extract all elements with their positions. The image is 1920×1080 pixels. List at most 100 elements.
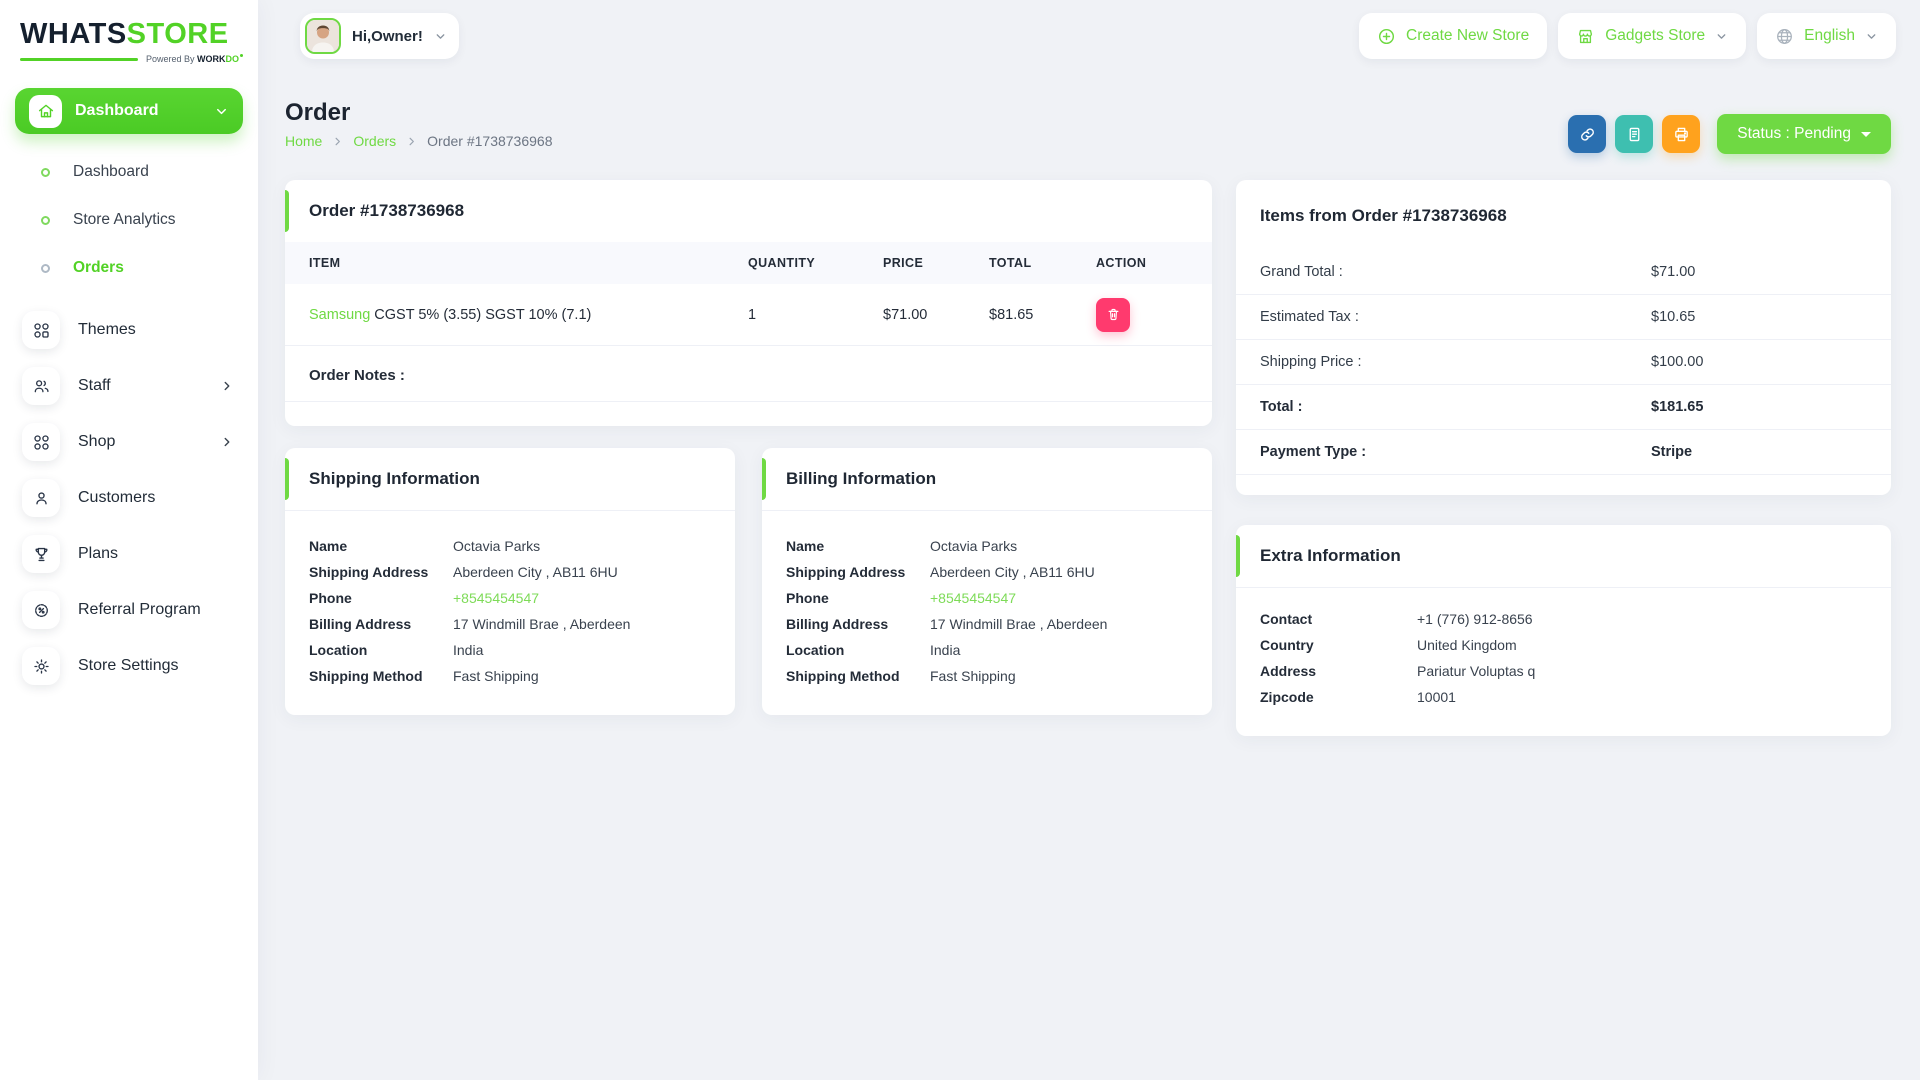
field-value: Octavia Parks bbox=[930, 538, 1018, 554]
brand-powered-by: Powered By WORKDO bbox=[146, 54, 244, 64]
bullet-icon bbox=[41, 263, 50, 273]
column-header-price: PRICE bbox=[883, 256, 924, 270]
invoice-button[interactable] bbox=[1615, 115, 1654, 153]
invoice-icon bbox=[1626, 126, 1643, 143]
sidebar-item-label: Store Analytics bbox=[73, 211, 176, 228]
order-table-header: ITEM QUANTITY PRICE TOTAL ACTION bbox=[285, 242, 1212, 284]
sidebar-item-label: Customers bbox=[78, 489, 156, 506]
print-button[interactable] bbox=[1662, 115, 1701, 153]
summary-label: Estimated Tax : bbox=[1260, 309, 1359, 325]
globe-icon bbox=[1775, 27, 1794, 46]
field-label: Country bbox=[1260, 637, 1314, 653]
sidebar-item-store-settings[interactable]: Store Settings bbox=[0, 638, 258, 694]
field-label: Shipping Method bbox=[309, 668, 423, 684]
sidebar: WHATSSTORE Powered By WORKDO Dashboard D… bbox=[0, 0, 258, 1080]
field-value: Aberdeen City , AB11 6HU bbox=[930, 564, 1095, 580]
table-row: Samsung CGST 5% (3.55) SGST 10% (7.1) 1 … bbox=[285, 284, 1212, 346]
sidebar-item-dashboard[interactable]: Dashboard bbox=[0, 148, 258, 196]
chevron-right-icon bbox=[220, 379, 234, 393]
breadcrumb-orders[interactable]: Orders bbox=[353, 133, 397, 150]
breadcrumb-home[interactable]: Home bbox=[285, 133, 323, 150]
field-value: Fast Shipping bbox=[930, 668, 1016, 684]
summary-label: Shipping Price : bbox=[1260, 354, 1362, 370]
extra-information-card: Extra Information Contact +1 (776) 912-86… bbox=[1236, 525, 1891, 736]
chevron-down-icon bbox=[214, 104, 229, 119]
status-dropdown-button[interactable]: Status : Pending bbox=[1717, 114, 1891, 154]
summary-value: $71.00 bbox=[1651, 264, 1696, 280]
sidebar-item-customers[interactable]: Customers bbox=[0, 470, 258, 526]
chevron-right-icon bbox=[220, 435, 234, 449]
breadcrumb-current: Order #1738736968 bbox=[427, 133, 553, 150]
item-cell: Samsung CGST 5% (3.55) SGST 10% (7.1) bbox=[309, 307, 748, 323]
field-value: United Kingdom bbox=[1417, 637, 1517, 653]
grid-icon bbox=[22, 311, 60, 349]
sidebar-item-label: Staff bbox=[78, 377, 111, 394]
sidebar-item-referral-program[interactable]: Referral Program bbox=[0, 582, 258, 638]
delete-item-button[interactable] bbox=[1096, 297, 1130, 332]
field-label: Billing Address bbox=[309, 616, 412, 632]
field-value: Aberdeen City , AB11 6HU bbox=[453, 564, 618, 580]
phone-link[interactable]: +8545454547 bbox=[453, 590, 540, 606]
item-product-link[interactable]: Samsung bbox=[309, 306, 371, 323]
order-card-title: Order #1738736968 bbox=[285, 180, 1212, 242]
copy-link-button[interactable] bbox=[1568, 115, 1607, 153]
plus-circle-icon bbox=[1377, 27, 1396, 46]
field-label: Name bbox=[786, 538, 825, 554]
field-value: +1 (776) 912-8656 bbox=[1417, 611, 1533, 627]
create-new-store-button[interactable]: Create New Store bbox=[1359, 13, 1548, 59]
language-selector-button[interactable]: English bbox=[1757, 13, 1896, 59]
printer-icon bbox=[1673, 126, 1690, 143]
avatar bbox=[305, 18, 341, 54]
column-header-total: TOTAL bbox=[989, 256, 1032, 270]
sidebar-item-label: Orders bbox=[73, 259, 124, 276]
sidebar-item-shop[interactable]: Shop bbox=[0, 414, 258, 470]
store-selector-button[interactable]: Gadgets Store bbox=[1558, 13, 1747, 59]
field-label: Location bbox=[786, 642, 845, 658]
page-title: Order bbox=[285, 99, 351, 126]
phone-link[interactable]: +8545454547 bbox=[930, 590, 1017, 606]
caret-down-icon bbox=[1861, 131, 1871, 137]
order-notes-label: Order Notes : bbox=[285, 346, 1212, 402]
summary-label: Payment Type : bbox=[1260, 444, 1367, 460]
language-label: English bbox=[1804, 27, 1855, 44]
field-value: Octavia Parks bbox=[453, 538, 541, 554]
summary-row-shipping-price: Shipping Price : $100.00 bbox=[1236, 340, 1891, 385]
sidebar-group-label: Dashboard bbox=[75, 102, 159, 119]
chevron-right-icon bbox=[406, 136, 417, 147]
summary-row-payment-type: Payment Type : Stripe bbox=[1236, 430, 1891, 475]
sidebar-item-themes[interactable]: Themes bbox=[0, 302, 258, 358]
summary-value: $100.00 bbox=[1651, 354, 1704, 370]
sidebar-item-label: Plans bbox=[78, 545, 119, 562]
chevron-right-icon bbox=[332, 136, 343, 147]
brand-dot bbox=[240, 54, 244, 57]
sidebar-group-dashboard[interactable]: Dashboard bbox=[15, 88, 243, 134]
summary-row-estimated-tax: Estimated Tax : $10.65 bbox=[1236, 295, 1891, 340]
sidebar-item-staff[interactable]: Staff bbox=[0, 358, 258, 414]
brand-logo[interactable]: WHATSSTORE Powered By WORKDO bbox=[0, 0, 258, 74]
extra-information-title: Extra Information bbox=[1236, 525, 1891, 588]
summary-row-grand-total: Grand Total : $71.00 bbox=[1236, 250, 1891, 295]
sidebar-menu: Themes Staff Shop Customers bbox=[0, 298, 258, 698]
user-menu-button[interactable]: Hi,Owner! bbox=[300, 13, 459, 59]
field-value: India bbox=[930, 642, 961, 658]
summary-value: $181.65 bbox=[1651, 399, 1704, 415]
price-cell: $71.00 bbox=[883, 306, 928, 323]
summary-row-total: Total : $181.65 bbox=[1236, 385, 1891, 430]
sidebar-item-label: Themes bbox=[78, 321, 136, 338]
summary-label: Grand Total : bbox=[1260, 264, 1343, 280]
chevron-down-icon bbox=[434, 30, 447, 43]
storefront-icon bbox=[1576, 27, 1595, 46]
sidebar-item-orders[interactable]: Orders bbox=[0, 244, 258, 292]
sidebar-item-plans[interactable]: Plans bbox=[0, 526, 258, 582]
field-label: Shipping Method bbox=[786, 668, 900, 684]
bullet-icon bbox=[41, 215, 50, 225]
sidebar-item-label: Dashboard bbox=[73, 163, 149, 180]
brand-word-whats: WHATS bbox=[20, 18, 127, 50]
brand-wordmark: WHATSSTORE bbox=[20, 20, 238, 49]
field-label: Address bbox=[1260, 663, 1317, 679]
sidebar-item-store-analytics[interactable]: Store Analytics bbox=[0, 196, 258, 244]
person-icon bbox=[22, 479, 60, 517]
field-label: Phone bbox=[309, 590, 352, 606]
grid-icon bbox=[22, 423, 60, 461]
field-label: Name bbox=[309, 538, 348, 554]
